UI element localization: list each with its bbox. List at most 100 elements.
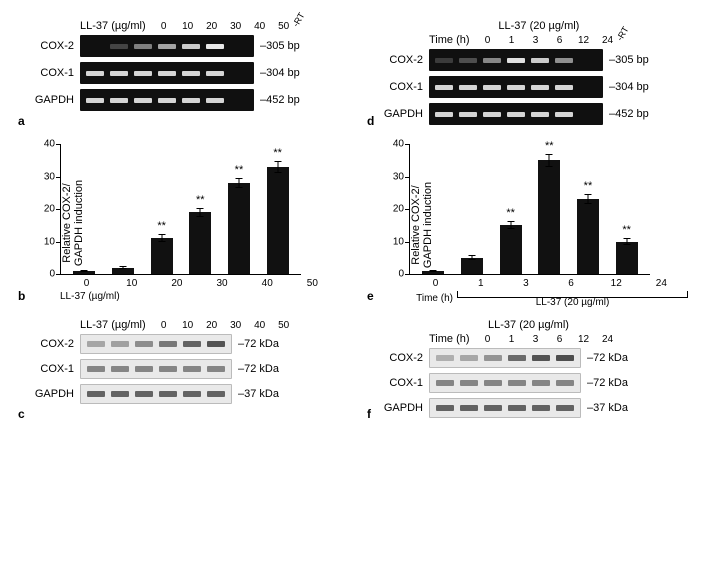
panel-label-f: f — [367, 407, 371, 421]
treatment-label: LL-37 (µg/ml) — [80, 319, 146, 331]
size-label: –72 kDa — [587, 377, 628, 389]
band — [484, 380, 502, 386]
panel-label-b: b — [18, 289, 25, 303]
lane — [155, 93, 179, 107]
bar: ** — [577, 199, 599, 274]
y-tick-label: 0 — [49, 269, 55, 280]
lane — [553, 351, 577, 365]
panel-f: LL-37 (20 µg/ml)Time (h)01361224COX-2–72… — [369, 319, 688, 423]
lane-label: 0 — [152, 320, 176, 331]
band — [508, 355, 526, 361]
x-tick-label: 40 — [253, 278, 281, 289]
gel-header: LL-37 (µg/ml)01020304050 — [80, 319, 296, 331]
treatment-label: Time (h) — [429, 34, 470, 46]
band — [182, 98, 200, 103]
band — [135, 391, 153, 397]
significance-marker: ** — [545, 140, 554, 152]
bar-group: ** — [535, 160, 563, 274]
x-tick-label: 30 — [208, 278, 236, 289]
lane — [132, 387, 156, 401]
band — [134, 71, 152, 76]
gel-header: LL-37 (µg/ml) 01020304050-RT — [80, 20, 320, 32]
row-label: COX-1 — [371, 377, 429, 389]
band — [134, 98, 152, 103]
band — [134, 44, 152, 49]
bar — [422, 271, 444, 274]
lane — [179, 39, 203, 53]
band — [507, 85, 525, 90]
band — [207, 341, 225, 347]
lane — [480, 53, 504, 67]
gel-strip — [80, 334, 232, 354]
band — [207, 391, 225, 397]
lane — [504, 53, 528, 67]
significance-marker: ** — [506, 207, 515, 219]
treatment-label: LL-37 (µg/ml) — [80, 20, 146, 32]
x-tick-label: 6 — [557, 278, 585, 289]
lane — [528, 53, 552, 67]
size-label: –37 kDa — [587, 402, 628, 414]
gel-block-d: LL-37 (20 µg/ml)Time (h)01361224-RTCOX-2… — [429, 20, 649, 130]
band — [182, 44, 200, 49]
lane-label: 50 — [272, 320, 296, 331]
band — [460, 405, 478, 411]
lane — [131, 66, 155, 80]
lane — [529, 351, 553, 365]
x-tick-label: 0 — [73, 278, 101, 289]
band — [483, 112, 501, 117]
lane — [179, 93, 203, 107]
y-tick-label: 40 — [44, 139, 55, 150]
gel-block-a: LL-37 (µg/ml)01020304050-RTCOX-2–305 bpC… — [80, 20, 320, 116]
band — [87, 341, 105, 347]
band — [183, 391, 201, 397]
lane — [457, 376, 481, 390]
row-label: COX-2 — [22, 338, 80, 350]
lane-labels: 01020304050-RT — [152, 21, 320, 32]
size-label: –452 bp — [609, 108, 649, 120]
band — [182, 71, 200, 76]
lane — [576, 53, 600, 67]
bar — [112, 268, 134, 275]
significance-marker: ** — [157, 220, 166, 232]
band — [183, 366, 201, 372]
row-label: COX-2 — [22, 40, 80, 52]
band — [135, 366, 153, 372]
row-label: COX-1 — [22, 363, 80, 375]
lane-label: 24 — [596, 334, 620, 345]
lane — [433, 351, 457, 365]
gel-row: COX-1–72 kDa — [429, 373, 628, 393]
blot-block-f: LL-37 (20 µg/ml)Time (h)01361224COX-2–72… — [429, 319, 628, 423]
significance-marker: ** — [196, 194, 205, 206]
bars: ******** — [61, 144, 301, 274]
bar: ** — [538, 160, 560, 274]
panel-b: Relative COX-2/GAPDH induction010203040*… — [20, 144, 339, 305]
size-label: –305 bp — [609, 54, 649, 66]
lane — [553, 401, 577, 415]
lane — [180, 387, 204, 401]
lane — [529, 376, 553, 390]
x-tick-label: 1 — [467, 278, 495, 289]
band — [183, 341, 201, 347]
lane — [432, 107, 456, 121]
lane — [480, 107, 504, 121]
band — [460, 355, 478, 361]
band — [110, 44, 128, 49]
lane — [456, 80, 480, 94]
row-label: COX-1 — [371, 81, 429, 93]
error-bar — [471, 255, 472, 260]
gel-row: COX-1–72 kDa — [80, 359, 296, 379]
x-label-row: Time (h)LL-37 (20 µg/ml) — [409, 291, 688, 305]
lane-label: 40 — [248, 21, 272, 32]
band — [207, 366, 225, 372]
significance-marker: ** — [273, 147, 282, 159]
lane — [131, 39, 155, 53]
band — [508, 405, 526, 411]
band — [436, 355, 454, 361]
lane — [505, 376, 529, 390]
band — [555, 112, 573, 117]
x-tick-label: 10 — [118, 278, 146, 289]
lane — [179, 66, 203, 80]
band — [206, 44, 224, 49]
band — [111, 366, 129, 372]
band — [459, 85, 477, 90]
